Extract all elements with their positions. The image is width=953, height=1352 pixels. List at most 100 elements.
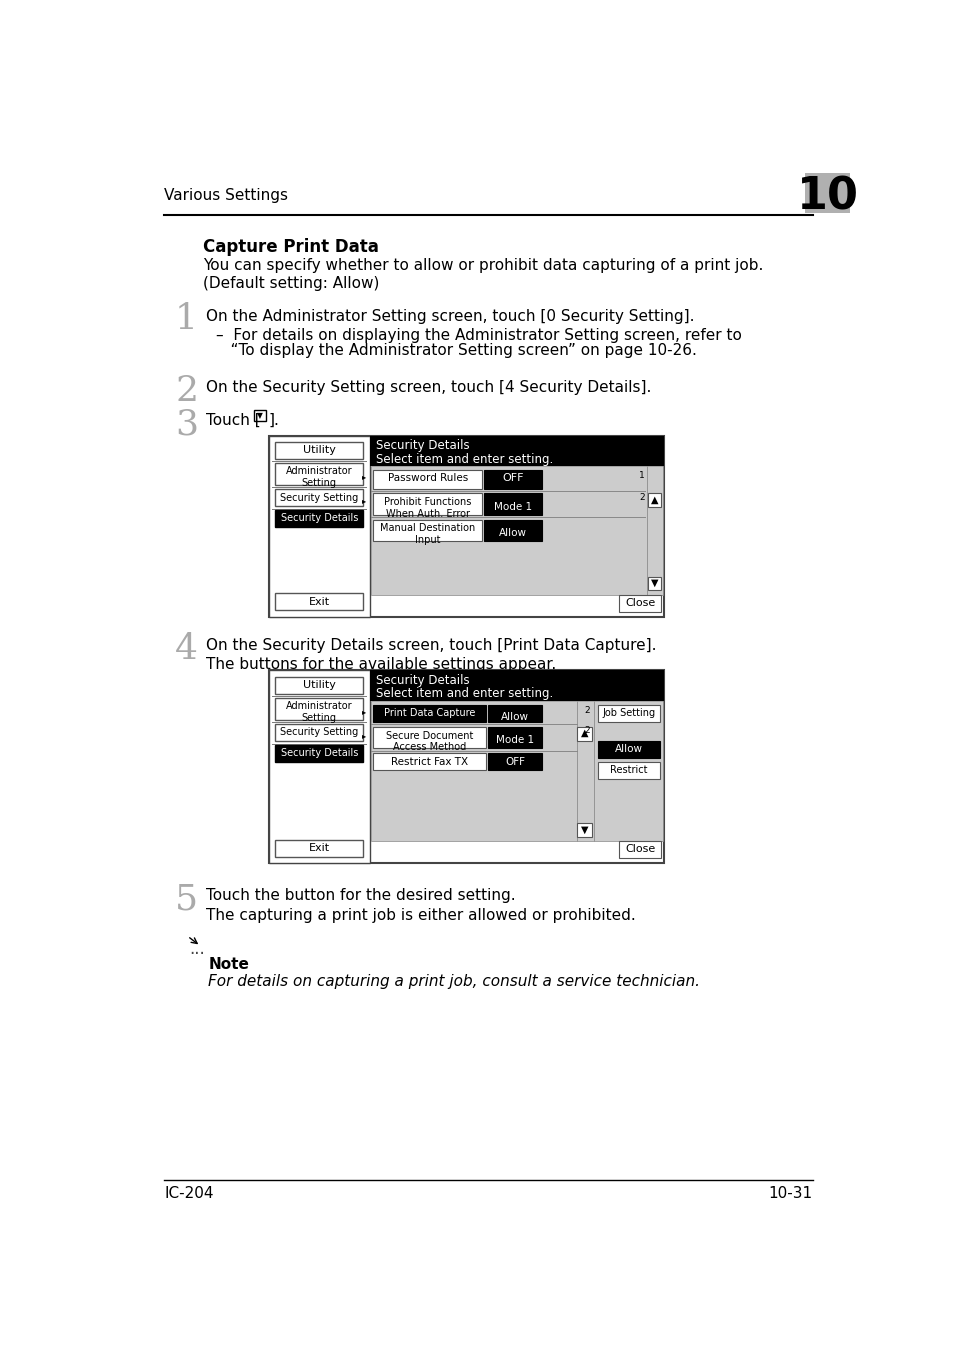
Bar	[488, 706, 542, 722]
Text: ].: ].	[268, 414, 278, 429]
Text: Security Setting: Security Setting	[280, 492, 358, 503]
Text: 10: 10	[796, 176, 858, 218]
Bar	[369, 671, 663, 702]
Text: 2: 2	[639, 492, 644, 502]
Text: 4: 4	[174, 631, 198, 667]
Text: OFF: OFF	[501, 473, 523, 483]
Bar	[269, 435, 369, 617]
Bar	[618, 595, 660, 612]
Bar	[484, 493, 542, 515]
Text: Utility: Utility	[302, 680, 335, 690]
Text: Security Details: Security Details	[375, 675, 469, 687]
Text: Security Details: Security Details	[375, 439, 469, 453]
Text: OFF: OFF	[505, 757, 525, 767]
Text: Select item and enter setting.: Select item and enter setting.	[375, 687, 553, 700]
Text: IC-204: IC-204	[164, 1186, 213, 1202]
Text: Touch the button for the desired setting.: Touch the button for the desired setting…	[206, 888, 516, 903]
Text: You can specify whether to allow or prohibit data capturing of a print job.: You can specify whether to allow or proh…	[203, 258, 762, 273]
Text: Password Rules: Password Rules	[387, 473, 467, 483]
Text: Close: Close	[624, 845, 655, 854]
Text: ▼: ▼	[579, 825, 587, 834]
Bar	[594, 702, 661, 841]
Text: Administrator
Setting: Administrator Setting	[286, 466, 353, 488]
Bar	[577, 702, 594, 841]
Bar	[371, 702, 577, 841]
Bar	[598, 706, 659, 722]
Text: Note: Note	[208, 957, 249, 972]
Text: Exit: Exit	[309, 596, 330, 607]
Text: Mode 1: Mode 1	[494, 502, 532, 512]
Bar	[274, 594, 363, 610]
Text: 5: 5	[174, 883, 198, 917]
Text: Administrator
Setting: Administrator Setting	[286, 702, 353, 723]
Text: Security Details: Security Details	[280, 748, 357, 758]
Text: Touch [: Touch [	[206, 414, 260, 429]
Text: 2: 2	[174, 375, 198, 408]
Bar	[618, 841, 660, 859]
Bar	[647, 493, 660, 507]
Text: ▼: ▼	[650, 579, 658, 588]
Text: The buttons for the available settings appear.: The buttons for the available settings a…	[206, 657, 556, 672]
Bar	[373, 493, 481, 515]
Bar	[274, 745, 363, 763]
Text: The capturing a print job is either allowed or prohibited.: The capturing a print job is either allo…	[206, 907, 635, 922]
Bar	[484, 519, 542, 541]
Bar	[488, 726, 542, 748]
Text: Allow: Allow	[500, 713, 529, 722]
Bar	[274, 442, 363, 458]
Text: 3: 3	[174, 407, 198, 441]
Text: –  For details on displaying the Administrator Setting screen, refer to: – For details on displaying the Administ…	[216, 327, 741, 343]
Bar	[804, 173, 849, 214]
Text: ▸: ▸	[361, 496, 366, 506]
Text: ▲: ▲	[579, 729, 587, 738]
Text: 10-31: 10-31	[768, 1186, 812, 1202]
Text: Secure Document
Access Method: Secure Document Access Method	[385, 730, 473, 752]
Bar	[373, 706, 485, 722]
Text: Close: Close	[624, 598, 655, 608]
Bar	[274, 676, 363, 694]
Text: 2: 2	[583, 726, 589, 735]
Text: For details on capturing a print job, consult a service technician.: For details on capturing a print job, co…	[208, 973, 700, 988]
Text: (Default setting: Allow): (Default setting: Allow)	[203, 276, 379, 291]
Bar	[274, 489, 363, 507]
Text: Select item and enter setting.: Select item and enter setting.	[375, 453, 553, 465]
Text: Manual Destination
Input: Manual Destination Input	[379, 523, 475, 545]
Text: Print Data Capture: Print Data Capture	[383, 708, 475, 718]
Text: 1: 1	[174, 303, 198, 337]
Bar	[274, 464, 363, 485]
Text: Prohibit Functions
When Auth. Error: Prohibit Functions When Auth. Error	[384, 498, 471, 519]
Bar	[274, 698, 363, 719]
Text: Allow: Allow	[615, 745, 642, 754]
Text: 2: 2	[583, 706, 589, 715]
Text: Various Settings: Various Settings	[164, 188, 288, 203]
Bar	[488, 753, 542, 769]
Text: ▸: ▸	[361, 731, 366, 741]
Text: Security Details: Security Details	[280, 514, 357, 523]
Bar	[373, 519, 481, 541]
Text: On the Security Setting screen, touch [4 Security Details].: On the Security Setting screen, touch [4…	[206, 380, 651, 395]
Bar	[274, 725, 363, 741]
Bar	[269, 435, 663, 617]
Bar	[577, 726, 592, 741]
Bar	[598, 741, 659, 758]
Bar	[598, 763, 659, 779]
Text: On the Security Details screen, touch [Print Data Capture].: On the Security Details screen, touch [P…	[206, 638, 656, 653]
Bar	[373, 753, 485, 769]
Text: ▸: ▸	[361, 472, 366, 481]
Text: 1: 1	[639, 470, 644, 480]
Bar	[274, 510, 363, 527]
Text: Allow: Allow	[498, 529, 526, 538]
Text: Security Setting: Security Setting	[280, 727, 358, 737]
Bar	[647, 576, 660, 591]
Text: Capture Print Data: Capture Print Data	[203, 238, 378, 256]
Text: ▲: ▲	[650, 495, 658, 504]
Bar	[484, 470, 542, 488]
Bar	[369, 435, 663, 466]
Text: Mode 1: Mode 1	[496, 735, 534, 745]
Text: “To display the Administrator Setting screen” on page 10-26.: “To display the Administrator Setting sc…	[216, 343, 697, 358]
Bar	[373, 726, 485, 748]
Bar	[371, 466, 646, 595]
Bar	[646, 466, 661, 595]
Text: ...: ...	[189, 940, 205, 959]
Text: On the Administrator Setting screen, touch [0 Security Setting].: On the Administrator Setting screen, tou…	[206, 308, 694, 323]
